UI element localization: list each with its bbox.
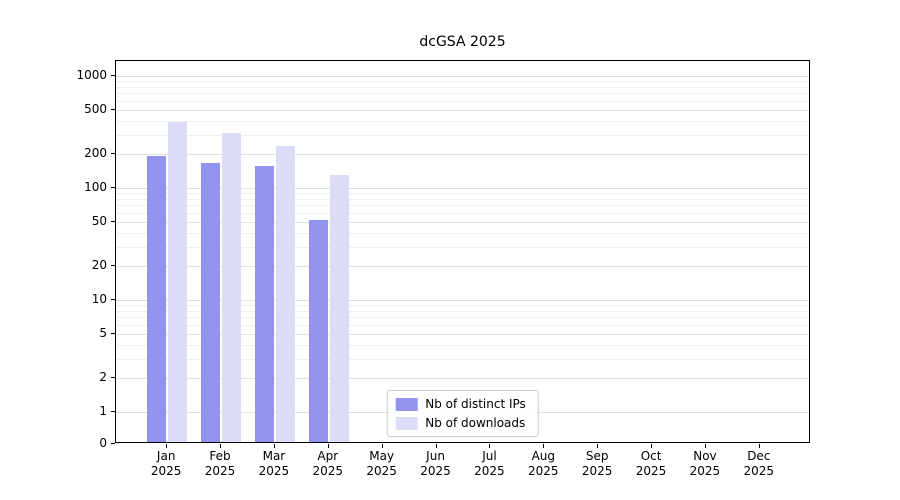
x-tick-mark: [220, 444, 222, 448]
x-tick-label: Feb 2025: [204, 449, 236, 478]
y-tick-label: 100: [84, 180, 107, 194]
gridline-minor: [116, 205, 809, 207]
x-tick-label: Sep 2025: [581, 449, 613, 478]
gridline-major: [116, 109, 809, 111]
bar-nb-of-distinct-ips-jan: [147, 156, 167, 442]
x-tick-label: Aug 2025: [528, 449, 559, 478]
bar-nb-of-distinct-ips-feb: [201, 163, 221, 442]
x-tick-mark: [704, 444, 706, 448]
gridline-minor: [116, 100, 809, 102]
y-tick-label: 50: [91, 213, 107, 228]
x-tick-label: Nov 2025: [689, 449, 721, 478]
bar-nb-of-distinct-ips-mar: [254, 166, 274, 442]
y-tick-label: 1: [99, 404, 107, 418]
x-tick-mark: [381, 444, 383, 448]
legend-swatch-distinct-ips-icon: [395, 397, 418, 411]
chart-title: dcGSA 2025: [419, 34, 506, 50]
gridline-major: [116, 221, 809, 223]
y-tick-mark: [111, 220, 115, 222]
y-axis: 0 1 2 5 10 20 50 100 200 500 1000: [0, 60, 107, 450]
gridline-minor: [116, 358, 809, 360]
y-tick-label: 0: [99, 436, 107, 450]
gridline-major: [116, 154, 809, 156]
y-tick-label: 2: [99, 370, 107, 385]
y-tick-label: 20: [91, 258, 107, 273]
x-tick-label: Dec 2025: [743, 449, 775, 478]
x-tick-mark: [651, 444, 653, 448]
y-tick-mark: [111, 75, 115, 76]
gridline-minor: [116, 134, 809, 136]
x-tick-mark: [273, 444, 275, 448]
x-tick-mark: [435, 444, 437, 448]
gridline-minor: [116, 81, 809, 83]
bar-nb-of-downloads-feb: [222, 132, 242, 442]
plot-area: Nb of distinct IPs Nb of downloads: [115, 60, 810, 443]
gridline-minor: [116, 305, 809, 307]
x-tick-mark: [166, 444, 168, 448]
gridline-minor: [116, 198, 809, 200]
y-tick-mark: [111, 108, 115, 110]
legend-label-downloads: Nb of downloads: [425, 416, 526, 430]
y-tick-label: 1000: [76, 68, 107, 82]
gridline-minor: [116, 246, 809, 248]
gridline-minor: [116, 86, 809, 88]
gridline-major: [116, 188, 809, 189]
x-tick-label: Jul 2025: [474, 449, 505, 478]
gridline-major: [116, 266, 809, 268]
gridline-major: [116, 333, 809, 335]
x-tick-label: Jan 2025: [150, 449, 182, 478]
legend: Nb of distinct IPs Nb of downloads: [386, 390, 539, 437]
legend-item-distinct-ips: Nb of distinct IPs: [395, 397, 526, 411]
gridline-minor: [116, 93, 809, 95]
x-tick-label: Mar 2025: [258, 449, 290, 478]
x-tick-mark: [327, 444, 329, 448]
x-tick-label: May 2025: [366, 449, 397, 478]
bar-nb-of-downloads-mar: [275, 145, 295, 442]
y-tick-mark: [111, 377, 115, 379]
y-tick-label: 500: [84, 101, 107, 116]
x-tick-mark: [758, 444, 760, 448]
bar-nb-of-downloads-apr: [329, 175, 349, 442]
gridline-major: [116, 378, 809, 380]
y-tick-mark: [111, 411, 115, 412]
y-tick-label: 10: [91, 292, 107, 306]
legend-swatch-downloads-icon: [395, 416, 418, 430]
x-tick-label: Oct 2025: [635, 449, 667, 478]
gridline-minor: [116, 344, 809, 346]
y-tick-mark: [111, 265, 115, 267]
gridline-minor: [116, 212, 809, 214]
gridline-minor: [116, 310, 809, 312]
y-tick-label: 200: [84, 146, 107, 161]
gridline-minor: [116, 232, 809, 234]
y-tick-mark: [111, 443, 115, 444]
x-axis: Jan 2025 Feb 2025 Mar 2025 Apr 2025 May 2025 Jun 20…: [115, 449, 810, 489]
x-tick-mark: [489, 444, 491, 448]
gridline-major: [116, 76, 809, 77]
x-tick-label: Jun 2025: [420, 449, 451, 478]
x-tick-mark: [597, 444, 599, 448]
x-tick-label: Apr 2025: [312, 449, 344, 478]
gridline-minor: [116, 317, 809, 319]
y-tick-mark: [111, 153, 115, 155]
y-tick-label: 5: [99, 325, 107, 340]
gridline-minor: [116, 324, 809, 326]
legend-label-distinct-ips: Nb of distinct IPs: [425, 397, 526, 411]
gridline-minor: [116, 120, 809, 122]
legend-item-downloads: Nb of downloads: [395, 416, 526, 430]
y-tick-mark: [111, 299, 115, 300]
gridline-major: [116, 300, 809, 301]
x-tick-mark: [543, 444, 545, 448]
bar-nb-of-downloads-jan: [168, 122, 188, 442]
gridline-minor: [116, 193, 809, 195]
y-tick-mark: [111, 332, 115, 334]
y-tick-mark: [111, 187, 115, 188]
bar-nb-of-distinct-ips-apr: [308, 219, 328, 442]
